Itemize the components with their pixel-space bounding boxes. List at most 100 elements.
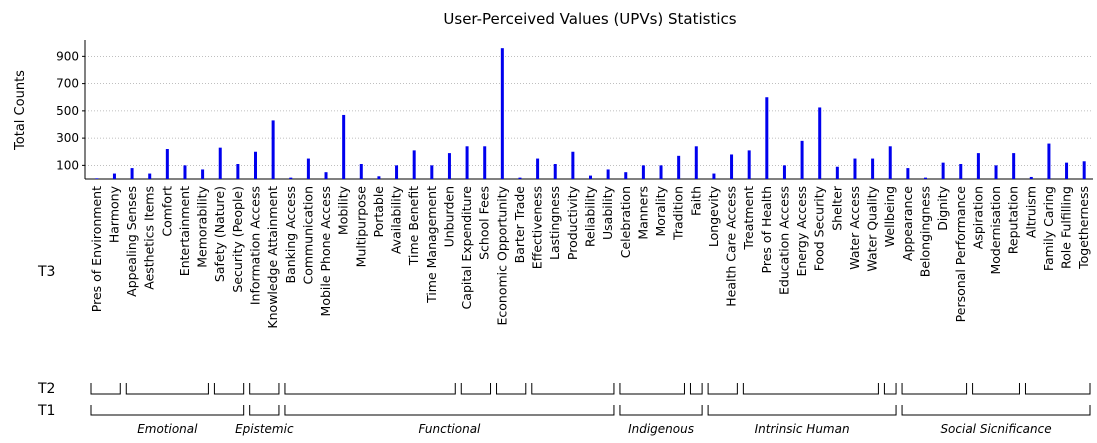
bar: [712, 173, 716, 179]
bar: [641, 165, 645, 179]
x-tick-label: Faith: [688, 186, 703, 216]
x-tick-label: Treatment: [741, 186, 756, 251]
bar: [95, 178, 99, 179]
bar: [201, 169, 205, 179]
bar: [747, 150, 751, 179]
bar: [218, 147, 222, 179]
x-tick-label: Capital Expenditure: [459, 186, 474, 310]
bracket: [213, 383, 245, 395]
x-tick-label: Entertainment: [177, 186, 192, 276]
bar: [959, 164, 963, 179]
y-tick-label: 700: [56, 77, 79, 91]
bar: [1047, 143, 1051, 179]
bar: [835, 166, 839, 179]
bar: [1029, 176, 1033, 179]
bracket: [619, 405, 703, 416]
bar: [289, 177, 293, 179]
bar: [271, 120, 275, 179]
bar: [465, 146, 469, 179]
bar: [500, 48, 504, 180]
bar: [571, 151, 575, 179]
bar: [536, 158, 540, 179]
x-tick-label: Productivity: [565, 185, 580, 260]
level-label: T2: [37, 381, 55, 397]
bracket: [883, 383, 897, 395]
bracket: [531, 383, 615, 395]
bracket: [619, 383, 685, 395]
bar: [324, 172, 328, 179]
x-tick-label: Appearance: [900, 186, 915, 261]
x-tick-label: Unburden: [441, 186, 456, 247]
x-tick-label: Water Access: [847, 186, 862, 270]
x-tick-label: Manners: [635, 186, 650, 240]
bar: [976, 153, 980, 179]
x-tick-label: Multipurpose: [353, 186, 368, 268]
x-tick-label: Personal Performance: [953, 186, 968, 323]
x-tick-label: Longevity: [706, 185, 721, 247]
chart-title: User-Perceived Values (UPVs) Statistics: [443, 10, 736, 28]
bar: [553, 164, 557, 179]
bar: [130, 168, 134, 179]
bracket: [460, 383, 492, 395]
t1-label: Intrinsic Human: [755, 422, 850, 436]
bracket: [689, 383, 703, 395]
y-tick-label: 300: [56, 131, 79, 145]
x-tick-label: Morality: [653, 185, 668, 236]
bracket: [90, 405, 245, 416]
x-tick-label: Family Caring: [1041, 186, 1056, 271]
x-tick-label: Appealing Senses: [124, 186, 139, 297]
x-tick-label: Economic Opportunity: [494, 185, 509, 325]
x-tick-label: Dignity: [935, 185, 950, 230]
y-tick-label: 500: [56, 104, 79, 118]
x-tick-label: Portable: [371, 186, 386, 238]
x-tick-label: Barter Trade: [512, 186, 527, 264]
x-tick-label: Reputation: [1006, 186, 1021, 254]
x-tick-label: Energy Access: [794, 186, 809, 277]
bar: [800, 140, 804, 179]
bar: [447, 153, 451, 179]
t1-label: Epistemic: [235, 422, 294, 436]
x-tick-label: Mobility: [336, 185, 351, 235]
bar: [518, 177, 522, 179]
bar: [359, 164, 363, 179]
t1-label: Indigenous: [628, 422, 694, 436]
bar: [677, 155, 681, 179]
bar: [694, 146, 698, 179]
bar: [659, 165, 663, 179]
bar: [730, 154, 734, 179]
x-tick-label: Memorability: [195, 185, 210, 267]
bracket: [901, 383, 968, 395]
bar: [924, 177, 927, 179]
x-tick-label: Tradition: [671, 186, 686, 241]
bar: [906, 168, 910, 179]
y-tick-label: 900: [56, 49, 79, 63]
x-tick-label: Harmony: [106, 185, 121, 243]
x-tick-label: Communication: [300, 186, 315, 285]
t1-label: Social Sicnificance: [940, 422, 1051, 436]
x-tick-label: Safety (Nature): [212, 186, 227, 282]
bar: [306, 158, 310, 179]
bracket: [707, 405, 897, 416]
bar: [112, 173, 116, 179]
bar: [412, 150, 416, 179]
bar: [606, 169, 610, 179]
bracket: [125, 383, 209, 395]
x-tick-label: Role Fulfilling: [1059, 186, 1074, 269]
bar: [624, 172, 628, 179]
level-label: T1: [37, 403, 55, 419]
x-tick-label: Wellbeing: [882, 186, 897, 247]
x-tick-label: Modernisation: [988, 186, 1003, 275]
x-tick-label: Knowledge Attainment: [265, 186, 280, 329]
bar: [1082, 161, 1086, 179]
x-tick-label: Time Management: [424, 186, 439, 304]
bar: [148, 173, 152, 179]
y-axis-label: Total Counts: [13, 70, 28, 151]
bar: [395, 165, 399, 179]
t1-label: Functional: [418, 422, 481, 436]
x-tick-label: Pres of Environment: [89, 186, 104, 312]
y-tick-label: 100: [56, 158, 79, 172]
bracket: [90, 383, 121, 395]
bar: [994, 165, 998, 179]
bracket: [1024, 383, 1091, 395]
